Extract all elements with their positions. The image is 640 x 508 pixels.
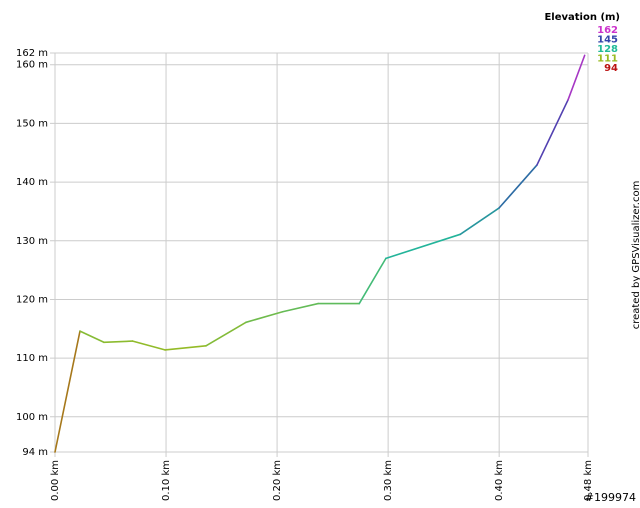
x-tick-label: 0.10 km (161, 460, 172, 501)
legend-entry: 94 (604, 63, 618, 74)
x-tick-label: 0.30 km (383, 460, 394, 501)
line-segment (54, 330, 81, 453)
line-segment (498, 164, 538, 209)
credit: created by GPSVisualizer.com (631, 181, 640, 330)
line-segment (536, 99, 569, 166)
line-segment (79, 330, 105, 344)
y-tick-label: 110 m (16, 353, 48, 364)
line-segment (205, 321, 247, 347)
legend-title: Elevation (m) (544, 12, 620, 23)
line-segment (385, 233, 462, 260)
line-segment (567, 54, 586, 101)
line-segment (131, 340, 166, 351)
y-tick-label: 162 m (16, 48, 48, 59)
y-tick-label: 94 m (22, 447, 48, 458)
y-tick-label: 140 m (16, 177, 48, 188)
x-tick-label: 0.48 km (583, 460, 594, 501)
legend-entry: 145 (597, 35, 618, 46)
x-tick-label: 0.00 km (50, 460, 61, 501)
y-tick-label: 160 m (16, 60, 48, 71)
line-segment (164, 344, 207, 351)
y-tick-label: 120 m (16, 294, 48, 305)
line-segment (103, 340, 134, 344)
y-tick-label: 130 m (16, 236, 48, 247)
y-tick-label: 100 m (16, 412, 48, 423)
line-segment (245, 310, 284, 324)
line-segment (281, 302, 319, 313)
id-label: #199974 (585, 491, 636, 504)
x-tick-label: 0.40 km (494, 460, 505, 501)
line-segment (459, 207, 500, 236)
x-tick-label: 0.20 km (272, 460, 283, 501)
legend-entry: 111 (597, 54, 618, 65)
y-tick-label: 150 m (16, 118, 48, 129)
legend-entry: 162 (597, 25, 618, 36)
line-segment (358, 257, 387, 305)
legend-entry: 128 (597, 44, 618, 55)
